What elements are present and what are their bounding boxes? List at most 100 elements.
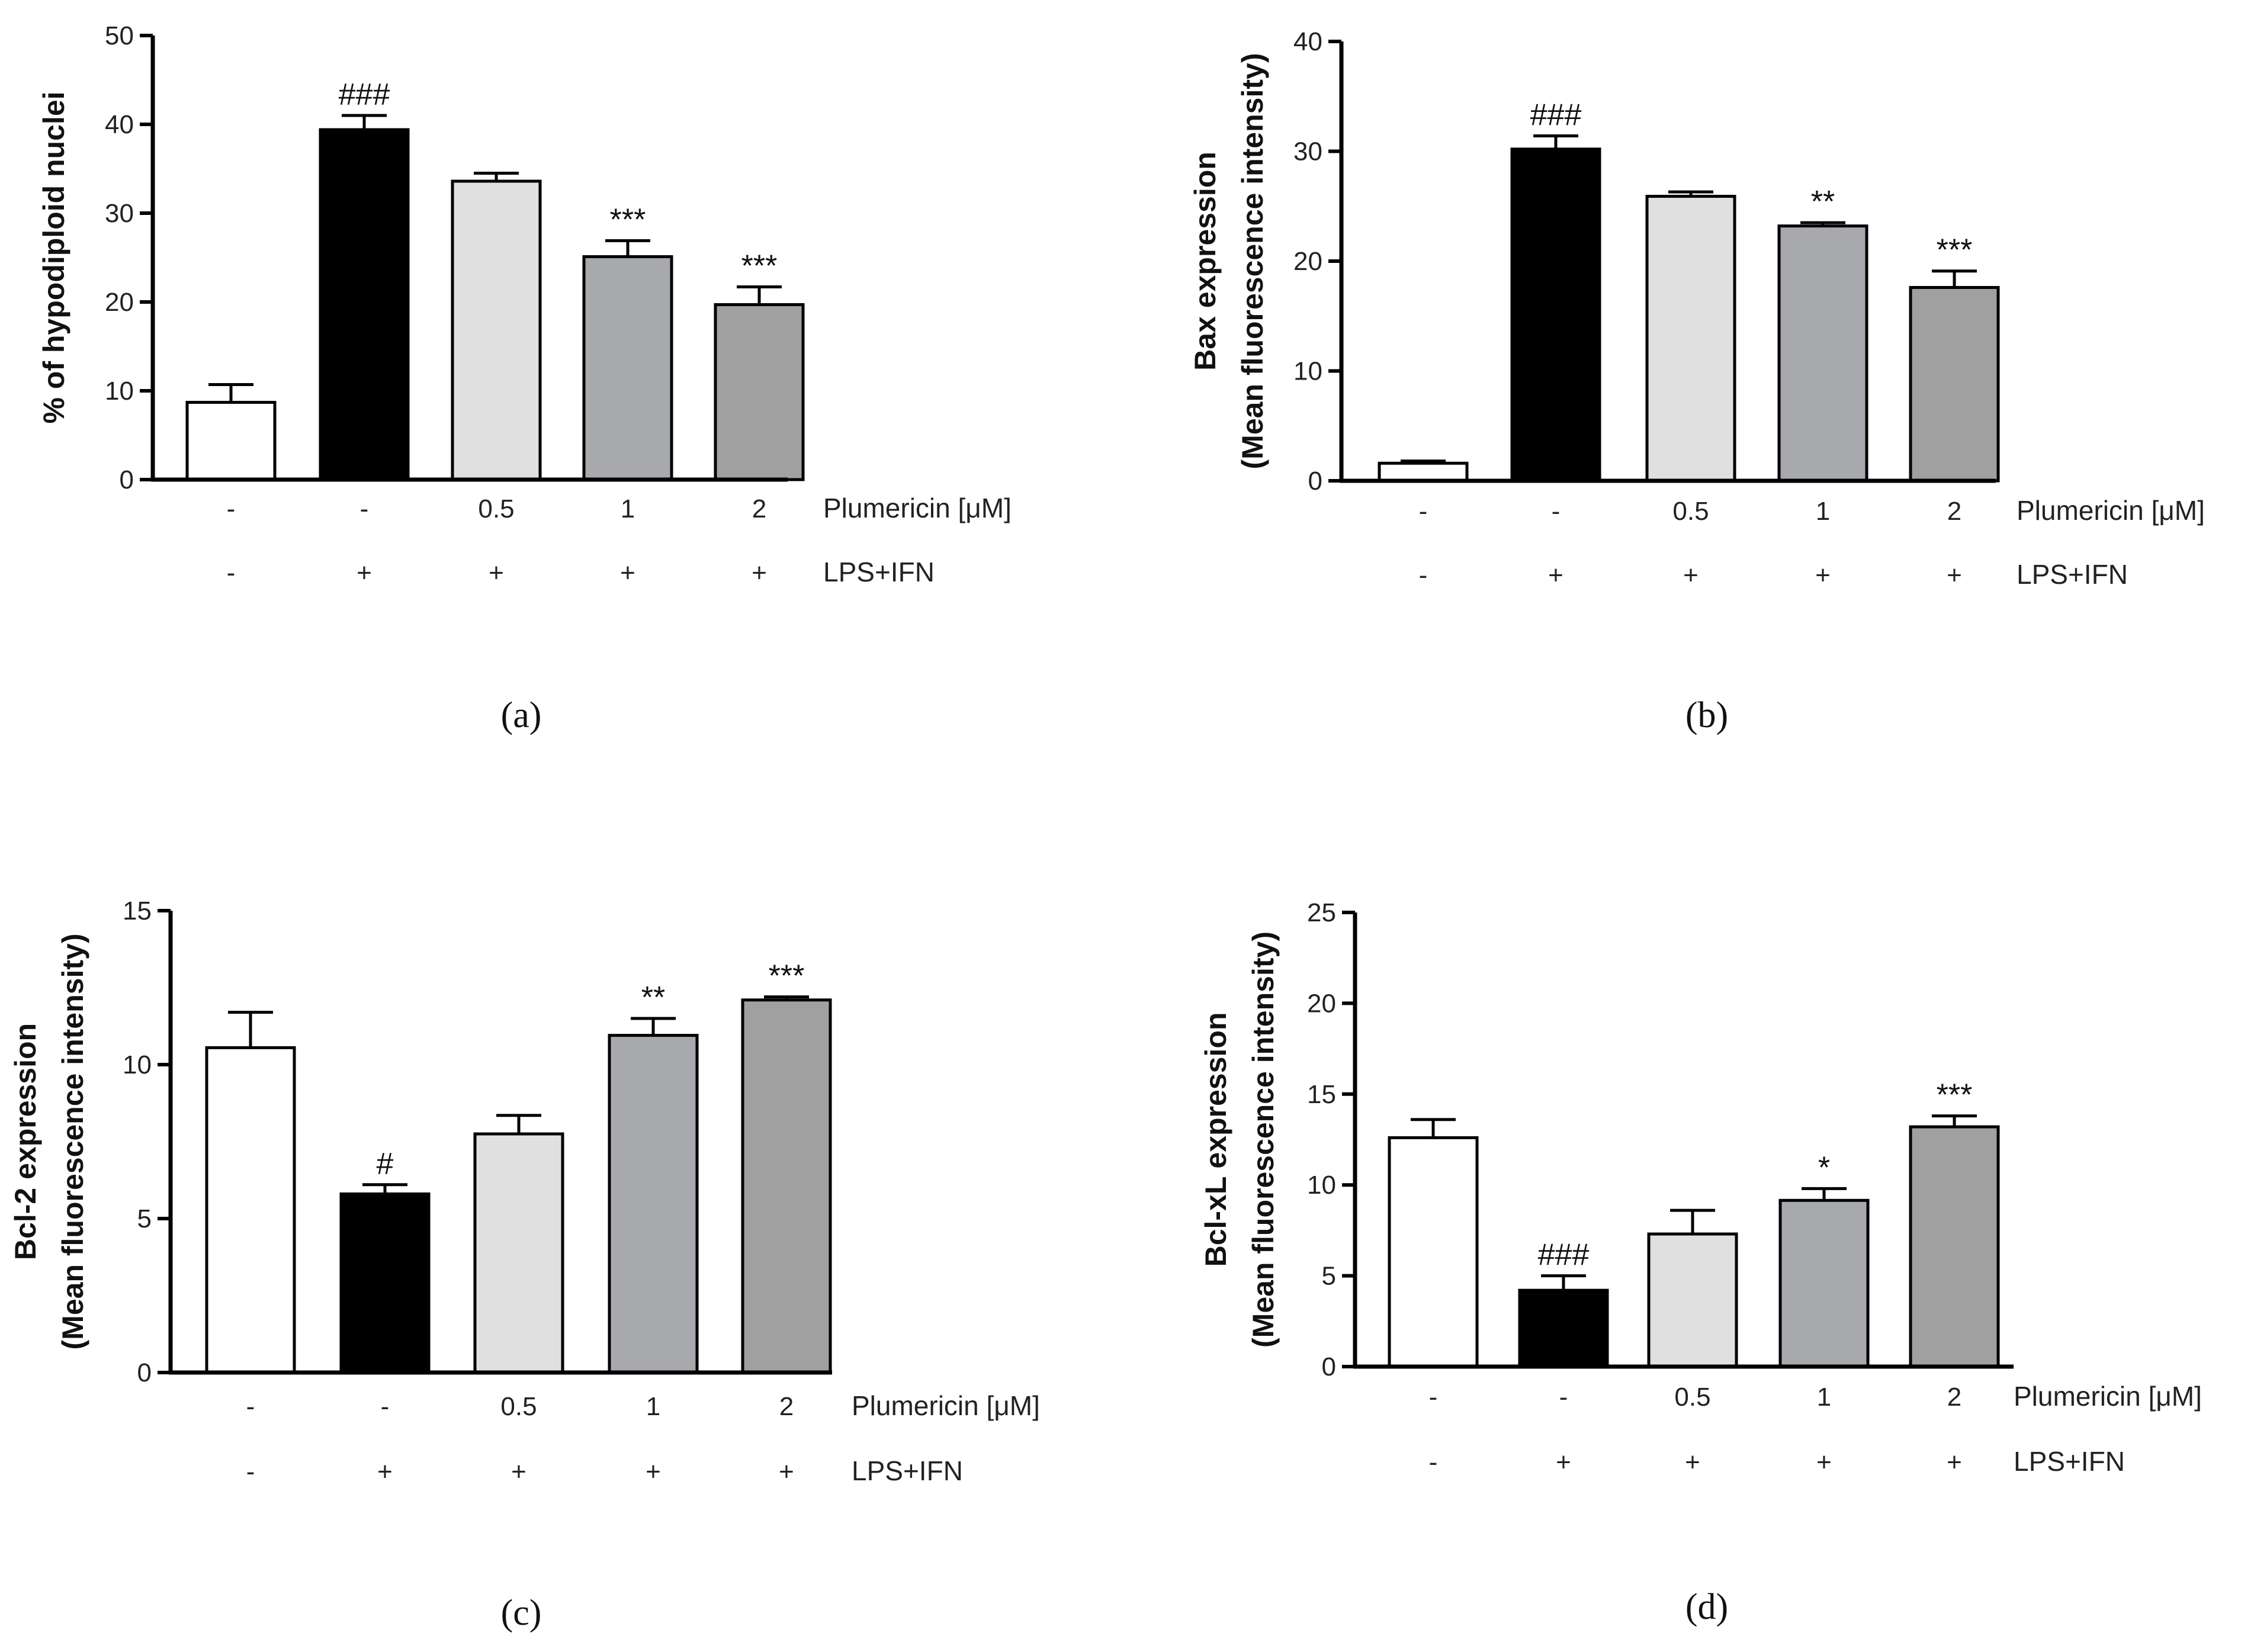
bar [473, 1132, 564, 1374]
plumericin-value: - [381, 1392, 390, 1421]
y-tick-label: 30 [105, 199, 134, 228]
panel-label: (d) [1685, 1587, 1728, 1627]
significance-mark: *** [741, 249, 778, 284]
plumericin-value: 0.5 [1674, 1383, 1710, 1412]
lps-ifn-value: + [779, 1457, 794, 1486]
plumericin-value: - [227, 494, 236, 523]
plumericin-row-label: Plumericin [μM] [2014, 1381, 2202, 1412]
y-tick-label: 10 [1293, 357, 1322, 386]
bar [1778, 1198, 1870, 1368]
significance-mark: ### [1538, 1238, 1590, 1272]
y-tick-label: 20 [1293, 247, 1322, 276]
bar [1909, 1125, 2000, 1368]
y-tick-label: 20 [1307, 989, 1336, 1018]
significance-mark: *** [1937, 233, 1973, 268]
plumericin-value: 2 [779, 1392, 794, 1421]
bar [1647, 1232, 1738, 1368]
panel-label: (a) [501, 695, 542, 735]
plumericin-value: 0.5 [478, 494, 514, 523]
significance-mark: *** [1937, 1078, 1973, 1113]
y-tick-label: 5 [137, 1204, 152, 1233]
lps-ifn-value: - [227, 558, 236, 587]
significance-mark: *** [610, 203, 646, 237]
lps-ifn-row-label: LPS+IFN [2017, 559, 2128, 590]
y-tick-label: 20 [105, 288, 134, 317]
bar [714, 303, 805, 481]
y-tick-label: 40 [105, 110, 134, 139]
significance-mark: ### [1530, 98, 1582, 133]
y-axis-label: Bcl-xL expression [1199, 1013, 1232, 1267]
y-tick-label: 0 [1322, 1352, 1336, 1381]
lps-ifn-row-label: LPS+IFN [852, 1455, 963, 1486]
bar [185, 401, 277, 481]
significance-mark: ### [339, 78, 390, 112]
lps-ifn-value: + [357, 558, 372, 587]
y-axis-label: (Mean fluorescence intensity) [1236, 53, 1269, 470]
lps-ifn-value: + [752, 558, 767, 587]
panel-label: (b) [1685, 695, 1728, 735]
lps-ifn-value: + [489, 558, 504, 587]
y-axis-label: Bax expression [1189, 152, 1222, 371]
lps-ifn-value: + [1816, 1448, 1832, 1477]
y-tick-label: 15 [123, 896, 152, 925]
lps-ifn-value: - [1419, 561, 1428, 590]
plumericin-value: - [1552, 497, 1561, 526]
plumericin-value: - [1419, 497, 1428, 526]
y-axis-label: % of hypodiploid nuclei [37, 91, 70, 423]
chart-panel-2: 0 10 20 30 40 - - ### - +0.5 + ** 1 + *** 2 + Plumericin … [1189, 27, 2205, 735]
lps-ifn-value: + [1947, 1448, 1962, 1477]
lps-ifn-value: - [1429, 1448, 1438, 1477]
plumericin-row-label: Plumericin [μM] [852, 1390, 1040, 1421]
plumericin-value: - [1429, 1383, 1438, 1412]
lps-ifn-value: + [1815, 561, 1831, 590]
bar [608, 1034, 699, 1374]
bar [205, 1046, 296, 1374]
y-axis-label: (Mean fluorescence intensity) [56, 934, 89, 1350]
bar [1518, 1288, 1609, 1368]
bar [339, 1192, 431, 1374]
y-tick-label: 10 [1307, 1171, 1336, 1200]
plumericin-row-label: Plumericin [μM] [2017, 495, 2205, 526]
lps-ifn-value: + [620, 558, 635, 587]
y-axis-label: (Mean fluorescence intensity) [1247, 931, 1280, 1348]
y-tick-label: 15 [1307, 1080, 1336, 1109]
y-tick-label: 40 [1293, 27, 1322, 56]
lps-ifn-value: + [511, 1457, 526, 1486]
plumericin-value: 0.5 [1672, 497, 1709, 526]
lps-ifn-value: - [246, 1457, 255, 1486]
bar [582, 255, 673, 481]
bar [1378, 461, 1469, 483]
lps-ifn-value: + [1947, 561, 1962, 590]
bar [1510, 147, 1601, 483]
bar [1909, 286, 2000, 483]
plumericin-value: - [360, 494, 369, 523]
plumericin-value: 2 [1947, 1383, 1961, 1412]
plumericin-value: 2 [752, 494, 766, 523]
bar [1388, 1136, 1479, 1368]
significance-mark: # [377, 1147, 394, 1181]
bar [1777, 224, 1868, 483]
bar [451, 179, 542, 481]
lps-ifn-row-label: LPS+IFN [2014, 1446, 2125, 1477]
y-tick-label: 30 [1293, 137, 1322, 166]
lps-ifn-value: + [646, 1457, 661, 1486]
bar [1645, 195, 1736, 483]
plumericin-value: - [1559, 1383, 1568, 1412]
significance-mark: * [1818, 1150, 1830, 1185]
plumericin-value: 0.5 [500, 1392, 537, 1421]
significance-mark: ** [641, 981, 665, 1015]
significance-mark: ** [1811, 185, 1835, 219]
y-tick-label: 0 [120, 465, 134, 494]
y-tick-label: 25 [1307, 898, 1336, 927]
plumericin-value: 1 [1817, 1383, 1831, 1412]
y-tick-label: 10 [123, 1050, 152, 1079]
bar [741, 998, 832, 1374]
plumericin-value: 2 [1947, 497, 1961, 526]
significance-mark: *** [769, 959, 805, 994]
y-tick-label: 50 [105, 21, 134, 50]
lps-ifn-row-label: LPS+IFN [823, 557, 935, 587]
plumericin-value: 1 [1816, 497, 1830, 526]
lps-ifn-value: + [1683, 561, 1699, 590]
panel-label: (c) [501, 1593, 542, 1633]
